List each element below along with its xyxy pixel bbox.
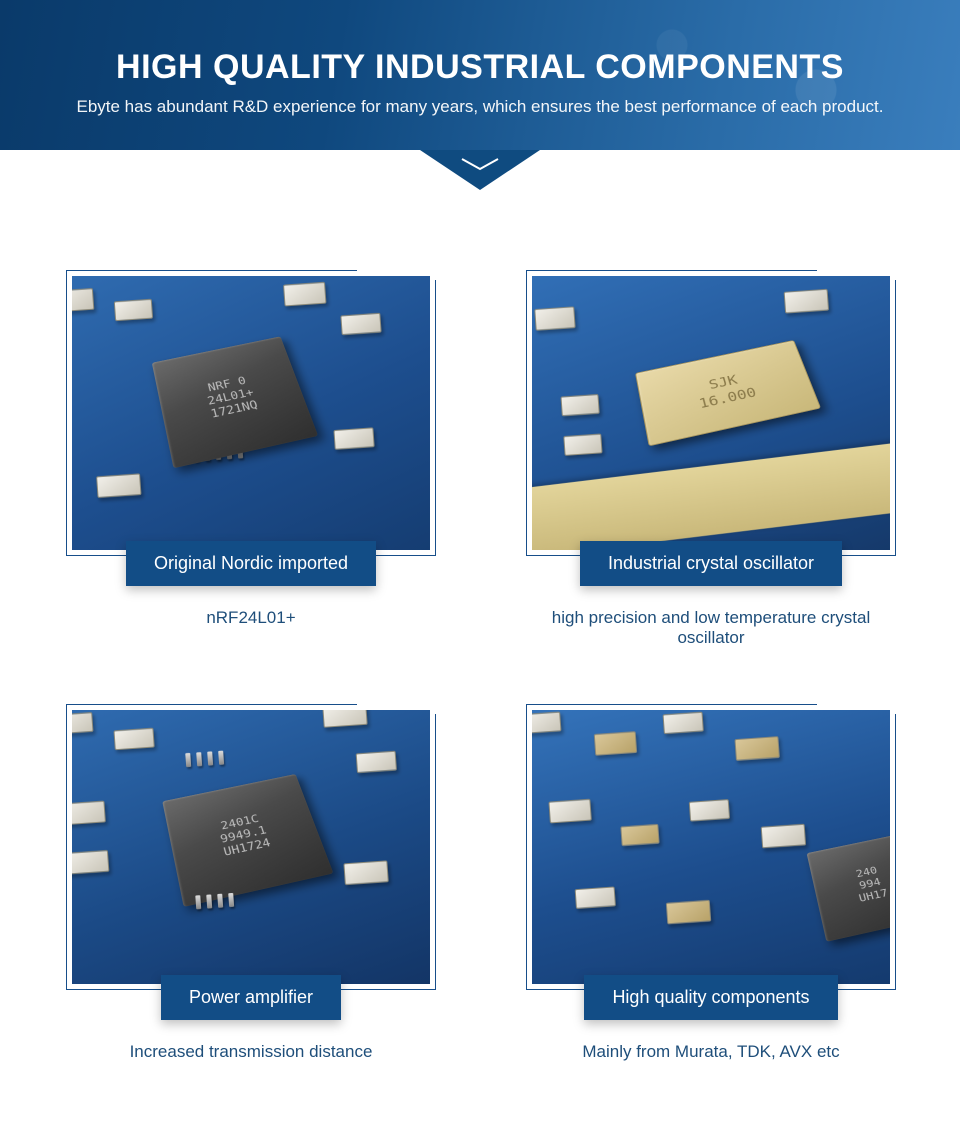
- hero-title: HIGH QUALITY INDUSTRIAL COMPONENTS: [0, 48, 960, 87]
- chip-icon: 240 994 UH17: [807, 832, 890, 942]
- card-desc: high precision and low temperature cryst…: [526, 608, 896, 648]
- component-card: NRF 0 24L01+ 1721NQ Original Nordic impo…: [66, 270, 436, 648]
- cards-grid: NRF 0 24L01+ 1721NQ Original Nordic impo…: [0, 150, 960, 1062]
- component-card: SJK 16.000 Industrial crystal oscillator…: [526, 270, 896, 648]
- card-label: Industrial crystal oscillator: [580, 541, 842, 586]
- card-label: High quality components: [584, 975, 837, 1020]
- chip-icon: 2401C 9949.1 UH1724: [162, 774, 333, 907]
- component-card: 240 994 UH17 High quality components Mai…: [526, 704, 896, 1062]
- hero-banner: HIGH QUALITY INDUSTRIAL COMPONENTS Ebyte…: [0, 0, 960, 150]
- image-frame: 240 994 UH17: [526, 704, 896, 990]
- pcb-render: 2401C 9949.1 UH1724: [72, 710, 430, 984]
- chip-icon: NRF 0 24L01+ 1721NQ: [152, 336, 318, 468]
- image-frame: NRF 0 24L01+ 1721NQ: [66, 270, 436, 556]
- pcb-render: NRF 0 24L01+ 1721NQ: [72, 276, 430, 550]
- card-label: Original Nordic imported: [126, 541, 376, 586]
- card-desc: Mainly from Murata, TDK, AVX etc: [526, 1042, 896, 1062]
- pcb-render: 240 994 UH17: [532, 710, 890, 984]
- hero-subtitle: Ebyte has abundant R&D experience for ma…: [0, 97, 960, 117]
- crystal-icon: SJK 16.000: [635, 340, 821, 446]
- pcb-render: SJK 16.000: [532, 276, 890, 550]
- card-label: Power amplifier: [161, 975, 341, 1020]
- image-frame: 2401C 9949.1 UH1724: [66, 704, 436, 990]
- chevron-down-icon: [460, 157, 500, 178]
- image-frame: SJK 16.000: [526, 270, 896, 556]
- card-desc: nRF24L01+: [66, 608, 436, 628]
- component-card: 2401C 9949.1 UH1724 Power amplifier Incr…: [66, 704, 436, 1062]
- card-desc: Increased transmission distance: [66, 1042, 436, 1062]
